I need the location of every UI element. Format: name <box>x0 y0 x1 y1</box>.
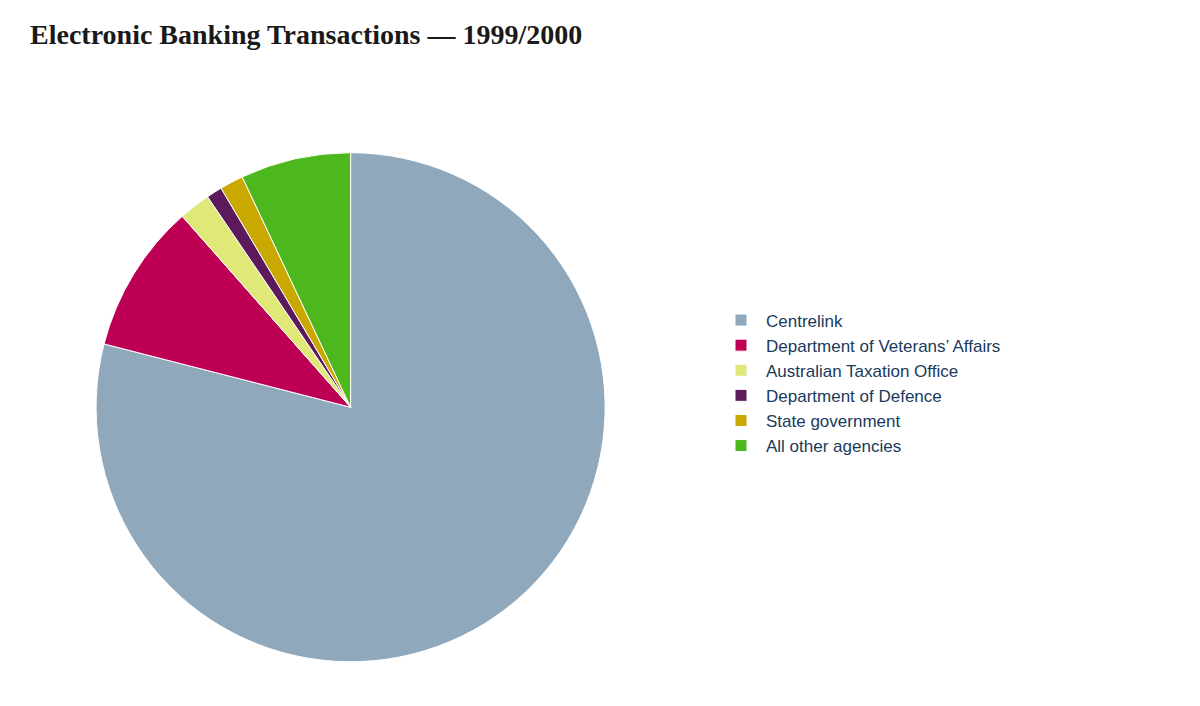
svg-text:Department of Veterans’ Affair: Department of Veterans’ Affairs <box>766 337 1000 356</box>
svg-text:Australian Taxation Office: Australian Taxation Office <box>766 362 958 381</box>
svg-text:Centrelink: Centrelink <box>766 312 843 331</box>
svg-text:Department of Defence: Department of Defence <box>766 387 942 406</box>
svg-text:State government: State government <box>766 412 900 431</box>
svg-text:All other agencies: All other agencies <box>766 437 901 456</box>
svg-text:Electronic Banking Transaction: Electronic Banking Transactions — 1999/2… <box>30 19 582 50</box>
